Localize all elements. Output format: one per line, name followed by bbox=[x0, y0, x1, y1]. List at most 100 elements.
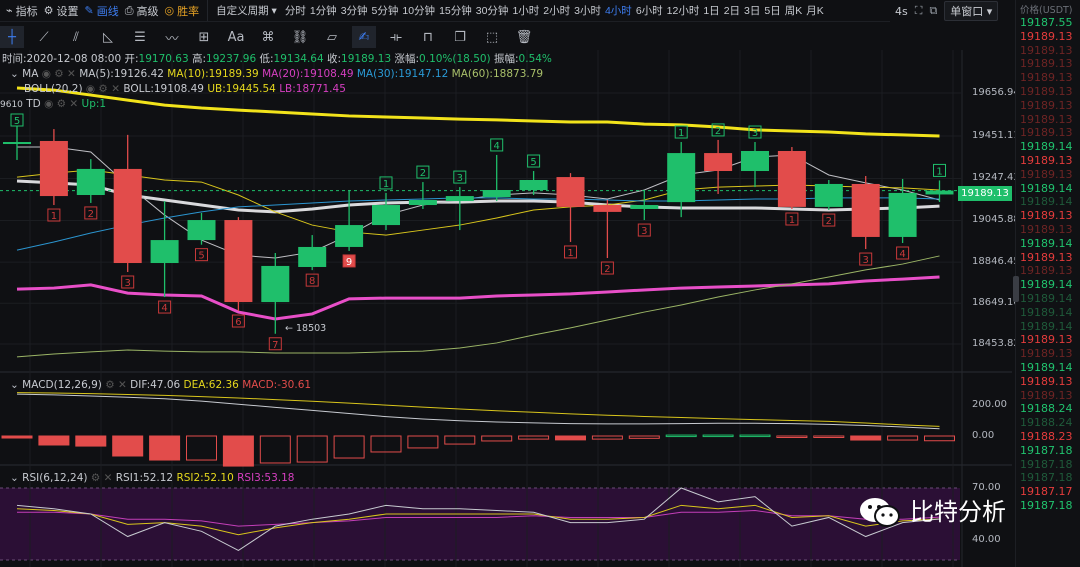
horizontal-lines-icon[interactable]: ☰ bbox=[134, 29, 146, 45]
period-tab[interactable]: 3分钟 bbox=[340, 5, 368, 17]
period-tab[interactable]: 3小时 bbox=[574, 5, 601, 17]
toolbar-chart[interactable]: ⌁ 指标 bbox=[6, 4, 38, 18]
box-icon[interactable]: ⊞ bbox=[198, 29, 210, 45]
candle-body bbox=[113, 168, 142, 264]
price-tick: 19187.17 bbox=[1020, 485, 1073, 499]
candle-body bbox=[76, 168, 105, 196]
eye-icon[interactable]: ◉ bbox=[85, 83, 96, 95]
price-tick: 19189.13 bbox=[1020, 84, 1073, 98]
period-tab[interactable]: 周K bbox=[784, 5, 803, 17]
refresh-interval[interactable]: 4s bbox=[895, 4, 908, 18]
crosshair-icon[interactable]: ┼ bbox=[0, 26, 24, 48]
period-tab[interactable]: 4小时 bbox=[604, 5, 632, 17]
custom-period-dropdown[interactable]: 自定义周期 ▾ bbox=[216, 5, 277, 17]
period-tab[interactable]: 1分钟 bbox=[309, 5, 337, 17]
close-icon[interactable]: ✕ bbox=[118, 379, 127, 391]
period-tab[interactable]: 6小时 bbox=[635, 5, 663, 17]
td-count-label: 5 bbox=[198, 251, 204, 262]
td-marker bbox=[859, 252, 873, 266]
price-axis-label: 19451.11 bbox=[972, 129, 1020, 141]
macd-bar bbox=[702, 434, 734, 438]
chart-canvas[interactable]: 5 1 2 3 4 5 6 7 8 9 1 2 3 4 5 1 2 3 1 2 3 1 2 3 4 1 bbox=[0, 0, 1012, 567]
period-tab[interactable]: 1日 bbox=[703, 5, 720, 17]
gear-icon[interactable]: ⚙ bbox=[56, 98, 67, 110]
period-tab[interactable]: 10分钟 bbox=[402, 5, 436, 17]
macd-bar bbox=[850, 435, 882, 441]
period-tab[interactable]: 12小时 bbox=[666, 5, 700, 17]
price-tick: 19187.55 bbox=[1020, 16, 1073, 29]
price-tick: 19187.18 bbox=[1020, 457, 1073, 471]
window-icon[interactable]: ⧉ bbox=[929, 4, 938, 17]
close-icon[interactable]: ✕ bbox=[103, 472, 113, 484]
close-value: 19189.13 bbox=[341, 53, 392, 65]
brush-icon[interactable]: ✍ bbox=[352, 26, 376, 48]
period-tab[interactable]: 2小时 bbox=[543, 5, 571, 17]
price-tick: 19189.14 bbox=[1020, 236, 1073, 250]
price-tick: 19189.13 bbox=[1020, 250, 1073, 264]
gear-icon[interactable]: ⚙ bbox=[54, 68, 64, 80]
ruler-icon[interactable]: ▱ bbox=[327, 29, 337, 45]
gear-icon[interactable]: ⚙ bbox=[98, 83, 108, 95]
td-marker bbox=[674, 125, 688, 139]
chart-icon: ⌁ bbox=[6, 4, 13, 17]
panel-collapse-handle[interactable] bbox=[1013, 276, 1019, 302]
td-count-label: 8 bbox=[309, 276, 315, 287]
toolbar-target[interactable]: ◎ 胜率 bbox=[164, 4, 200, 18]
window-mode-dropdown[interactable]: 单窗口 ▾ bbox=[944, 1, 999, 21]
td-marker bbox=[195, 248, 208, 262]
price-tick: 19189.13 bbox=[1020, 209, 1073, 223]
period-tab[interactable]: 分时 bbox=[284, 5, 306, 17]
select-icon[interactable]: ⬚ bbox=[485, 29, 499, 45]
td-marker bbox=[453, 170, 467, 184]
eye-icon[interactable]: ◉ bbox=[41, 68, 51, 80]
macd-bar bbox=[776, 435, 808, 438]
toolbar-gear[interactable]: ⚙ 设置 bbox=[43, 4, 79, 18]
low-value: 19134.64 bbox=[273, 53, 324, 65]
price-axis-label: 18846.45 bbox=[972, 256, 1020, 268]
line-icon[interactable]: ⟋ bbox=[39, 29, 49, 45]
period-tab[interactable]: 5分钟 bbox=[371, 5, 399, 17]
macd-axis-label: 200.00 bbox=[972, 398, 1007, 410]
price-axis-label: 19045.88 bbox=[972, 214, 1020, 226]
parallel-icon[interactable]: ⫽ bbox=[73, 29, 79, 45]
magnet-icon[interactable]: ⌘ bbox=[261, 29, 275, 45]
period-tab[interactable]: 2日 bbox=[723, 5, 741, 17]
price-tick: 19189.13 bbox=[1020, 71, 1073, 85]
rsi3-line bbox=[17, 510, 940, 527]
candle-body bbox=[408, 200, 437, 206]
candle-body bbox=[630, 205, 659, 209]
td-count-label: 2 bbox=[715, 126, 721, 137]
period-tab[interactable]: 月K bbox=[806, 5, 824, 17]
lock-icon[interactable]: ⊓ bbox=[422, 29, 434, 45]
close-icon[interactable]: ✕ bbox=[111, 83, 120, 95]
period-tab[interactable]: 30分钟 bbox=[475, 5, 509, 17]
close-icon[interactable]: ✕ bbox=[69, 98, 79, 110]
period-tab[interactable]: 1小时 bbox=[512, 5, 540, 17]
macd-bar bbox=[591, 435, 623, 440]
fullscreen-icon[interactable]: ⛶ bbox=[914, 4, 923, 17]
text-tool-button[interactable]: Aa bbox=[227, 29, 245, 45]
toolbar-pen[interactable]: ✎ 画线 bbox=[84, 4, 119, 18]
triangle-icon[interactable]: ◺ bbox=[103, 29, 113, 45]
period-tab[interactable]: 3日 bbox=[744, 5, 761, 17]
close-icon[interactable]: ✕ bbox=[67, 68, 76, 80]
period-tab[interactable]: 15分钟 bbox=[439, 5, 472, 17]
td-marker bbox=[785, 212, 799, 226]
gear-icon[interactable]: ⚙ bbox=[105, 379, 115, 391]
rsi-axis-label: 70.00 bbox=[972, 482, 1001, 493]
collapse-icon[interactable]: ⌄ bbox=[10, 68, 19, 80]
measure-icon[interactable]: ⟛ bbox=[390, 29, 402, 45]
td-count-label: 7 bbox=[272, 340, 278, 351]
period-tab[interactable]: 5日 bbox=[764, 5, 781, 17]
price-tick: 19189.13 bbox=[1020, 222, 1073, 236]
macd-bar bbox=[222, 435, 254, 467]
link-icon[interactable]: ⛓ bbox=[291, 29, 309, 45]
toolbar-printer[interactable]: ⎙ 高级 bbox=[124, 3, 159, 18]
td-marker bbox=[748, 125, 762, 139]
wave-icon[interactable]: 〰 bbox=[165, 31, 179, 47]
gear-icon[interactable]: ⚙ bbox=[90, 472, 101, 484]
copy-icon[interactable]: ❐ bbox=[454, 29, 466, 45]
td-count-label: 2 bbox=[88, 209, 94, 220]
trash-icon[interactable]: 🗑 bbox=[515, 29, 533, 45]
eye-icon[interactable]: ◉ bbox=[44, 98, 54, 110]
